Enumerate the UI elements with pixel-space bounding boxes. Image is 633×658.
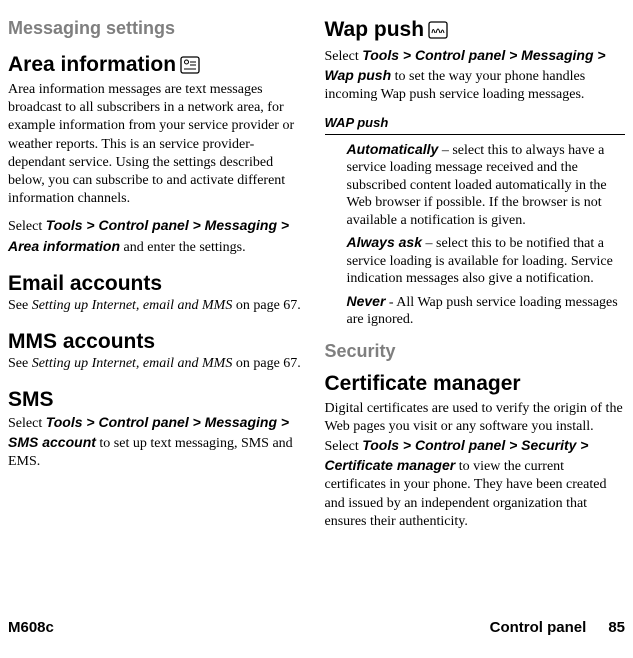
wap-push-title: Wap push xyxy=(325,18,425,42)
sms-select-path: Select Tools > Control panel > Messaging… xyxy=(8,413,309,472)
area-info-select-path: Select Tools > Control panel > Messaging… xyxy=(8,216,309,256)
area-info-icon xyxy=(180,56,200,74)
footer-page-number: 85 xyxy=(608,619,625,636)
area-info-description: Area information messages are text messa… xyxy=(8,81,309,208)
sms-heading: SMS xyxy=(8,388,309,412)
divider xyxy=(325,134,626,135)
page-footer: M608c Control panel 85 xyxy=(8,619,625,636)
wap-option-always-ask: Always ask – select this to be notified … xyxy=(325,234,626,288)
footer-model: M608c xyxy=(8,619,54,636)
wap-push-option-label: WAP push xyxy=(325,115,626,130)
wap-option-never: Never - All Wap push service loading mes… xyxy=(325,293,626,329)
left-column: Messaging settings Area information Area… xyxy=(8,18,309,539)
email-accounts-text: See Setting up Internet, email and MMS o… xyxy=(8,297,309,315)
wap-push-heading: Wap push xyxy=(325,18,626,42)
security-header: Security xyxy=(325,341,626,362)
wap-push-select-path: Select Tools > Control panel > Messaging… xyxy=(325,46,626,105)
footer-section-label: Control panel xyxy=(490,619,587,636)
wap-option-automatically: Automatically – select this to always ha… xyxy=(325,141,626,230)
mms-accounts-heading: MMS accounts xyxy=(8,330,309,354)
email-accounts-heading: Email accounts xyxy=(8,272,309,296)
mms-accounts-text: See Setting up Internet, email and MMS o… xyxy=(8,355,309,373)
certificate-manager-heading: Certificate manager xyxy=(325,372,626,396)
certificate-manager-text: Digital certificates are used to verify … xyxy=(325,400,626,531)
area-information-heading: Area information xyxy=(8,53,309,77)
area-information-title: Area information xyxy=(8,53,176,77)
wap-push-icon xyxy=(428,21,448,39)
right-column: Wap push Select Tools > Control panel > … xyxy=(325,18,626,539)
messaging-settings-header: Messaging settings xyxy=(8,18,309,39)
